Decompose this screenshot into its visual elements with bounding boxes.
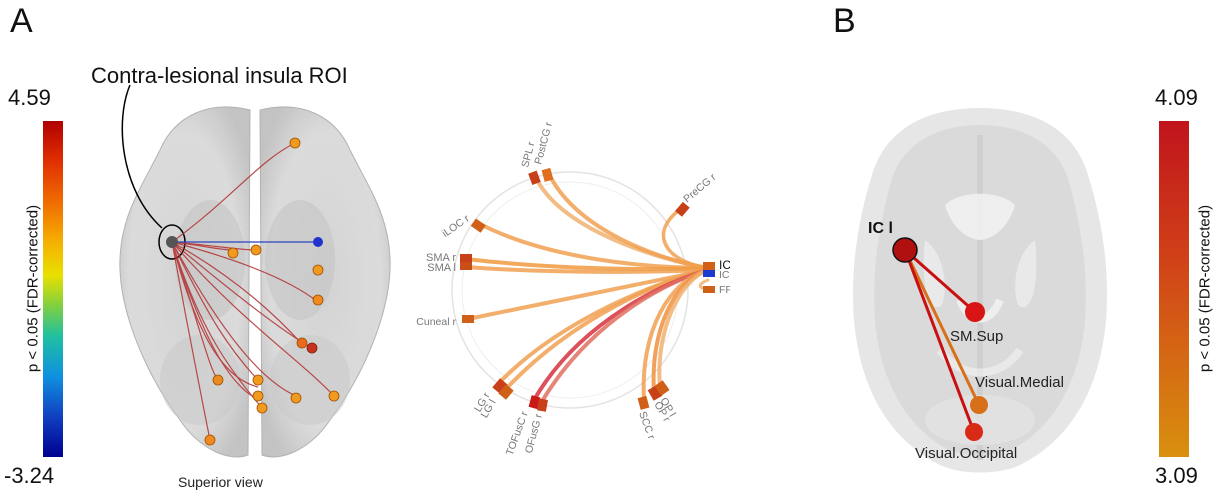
node-visual-medial: [970, 396, 988, 414]
colorbar-b-max: 4.09: [1155, 85, 1198, 110]
brain-node-negative: [313, 237, 323, 247]
node-sm-sup: [965, 302, 985, 322]
target-label-sm-sup: SM.Sup: [950, 328, 1004, 345]
colorbar-b-label: p < 0.05 (FDR-corrected): [1196, 204, 1213, 373]
chord-label-iloc: iLOC r: [440, 212, 472, 240]
brain-node: [312, 264, 324, 276]
chord-label-postcg: PostCG r: [532, 120, 555, 165]
chord-label-ic-r: IC r: [719, 269, 730, 281]
brain-node: [328, 390, 340, 402]
chord-label-sma-l: SMA l: [427, 262, 456, 274]
brain-node: [204, 434, 216, 446]
panel-a-letter: A: [10, 2, 33, 40]
node-visual-occipital: [965, 423, 983, 441]
brain-node: [306, 342, 318, 354]
panel-b-letter: B: [833, 2, 856, 40]
chord-label-cuneal: Cuneal r: [416, 316, 456, 328]
chord-label-ic-l: IC l: [719, 258, 730, 272]
roi-label: Contra-lesional insula ROI: [91, 63, 348, 88]
chord-label-precg: PreCG r: [681, 171, 719, 205]
colorbar-a: [43, 121, 63, 457]
chord-diagram: PostCG r SPL r PreCG r iLOC r SMA r SMA …: [416, 120, 730, 457]
brain-node: [312, 294, 324, 306]
brain-connections: [171, 142, 335, 441]
view-label: Superior view: [178, 474, 263, 490]
seed-node-ic-l: [892, 237, 918, 263]
brain-node: [227, 247, 239, 259]
brain-node: [290, 392, 302, 404]
chord-label-sma-r: SMA r: [426, 252, 456, 264]
target-label-visual-occipital: Visual.Occipital: [915, 445, 1018, 462]
brain-node: [256, 402, 268, 414]
colorbar-b-min: 3.09: [1155, 463, 1198, 488]
chord-label-fp-r: FP r: [719, 284, 730, 296]
target-label-visual-medial: Visual.Medial: [975, 374, 1064, 391]
seed-label: IC l: [868, 220, 893, 237]
colorbar-b: [1159, 121, 1189, 457]
brain-node: [252, 390, 264, 402]
network-connections: [903, 248, 981, 433]
roi-seed-node: [166, 236, 178, 248]
chord-label-scc: SCC r: [636, 410, 657, 441]
chord-region-markers: [460, 167, 715, 412]
roi-pointer: [121, 84, 163, 229]
brain-node: [296, 337, 308, 349]
chord-links: [464, 170, 712, 405]
brain-node: [252, 374, 264, 386]
brain-node: [289, 137, 301, 149]
colorbar-a-label: p < 0.05 (FDR-corrected): [24, 204, 42, 373]
colorbar-a-min: -3.24: [4, 463, 55, 488]
colorbar-a-max: 4.59: [8, 85, 51, 110]
brain-node: [250, 244, 262, 256]
brain-node: [212, 374, 224, 386]
axial-brain-slice: [852, 108, 1108, 473]
glass-brain-superior: [119, 106, 391, 458]
